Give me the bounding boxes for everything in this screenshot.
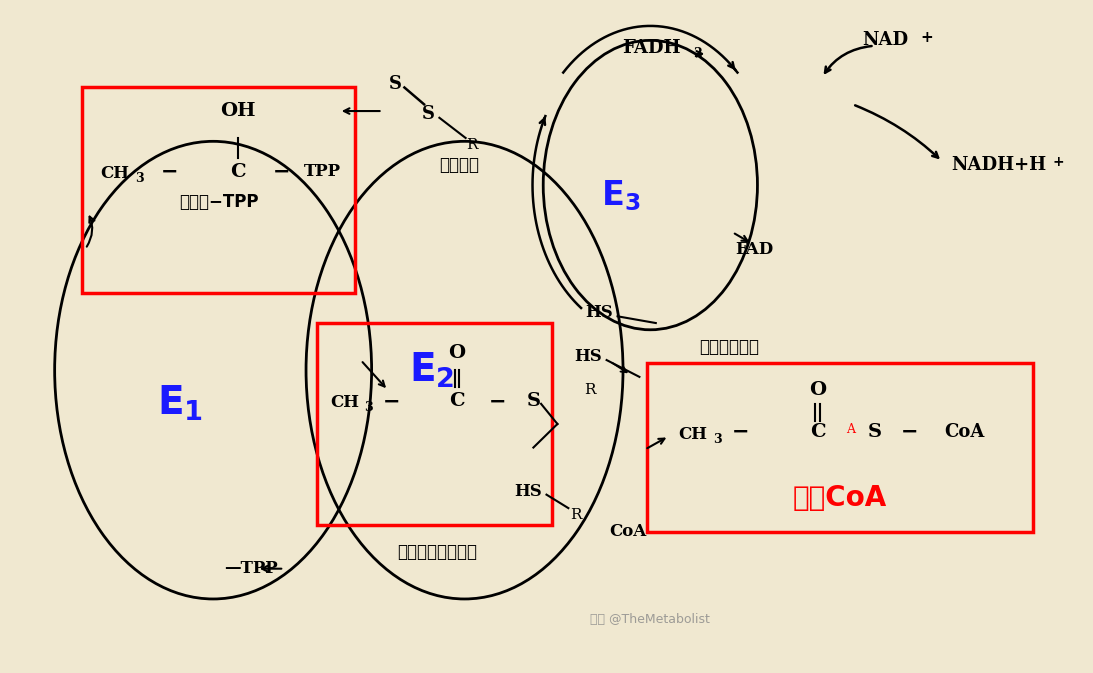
Text: NAD: NAD [862,32,908,49]
Text: R: R [467,138,478,151]
Text: +: + [1053,155,1063,168]
Text: −: − [383,391,400,411]
Text: −: − [489,391,506,411]
Text: FADH: FADH [622,40,681,57]
Text: O: O [809,382,826,399]
Text: 知乎 @TheMetabolist: 知乎 @TheMetabolist [590,612,710,626]
Text: −: − [732,422,750,442]
Text: R: R [571,508,581,522]
Text: R: R [585,384,596,397]
Text: 硫辛酰胺: 硫辛酰胺 [439,156,479,174]
Text: $\mathbf{E_3}$: $\mathbf{E_3}$ [601,178,640,213]
Text: 3: 3 [364,401,373,415]
Text: CoA: CoA [944,423,984,441]
Text: CoA: CoA [609,523,646,540]
Text: HS: HS [514,483,542,500]
Text: $\mathbf{E_1}$: $\mathbf{E_1}$ [157,384,203,423]
Text: 3: 3 [136,172,144,185]
Bar [82,87,355,293]
Text: NADH+H: NADH+H [951,156,1046,174]
Text: 羟乙基−TPP: 羟乙基−TPP [179,193,258,211]
Text: $\mathbf{E_2}$: $\mathbf{E_2}$ [409,351,455,390]
Text: FAD: FAD [736,240,773,258]
Text: —TPP: —TPP [224,560,279,577]
Text: CH: CH [330,394,359,411]
Text: S: S [868,423,881,441]
Bar [317,323,552,525]
Text: C: C [449,392,465,410]
Text: 2: 2 [693,47,702,61]
Text: 二氢硫辛酰胺: 二氢硫辛酰胺 [700,338,760,355]
Text: −: − [161,162,178,182]
Text: +: + [920,30,933,44]
Text: O: O [448,345,466,362]
Text: S: S [422,106,435,123]
Text: CH: CH [101,165,129,182]
Text: CH: CH [679,425,707,443]
Text: TPP: TPP [304,163,341,180]
Text: HS: HS [585,304,613,322]
Bar [647,363,1033,532]
Text: OH: OH [221,102,256,120]
Text: HS: HS [574,348,602,365]
Text: 3: 3 [713,433,721,446]
Text: S: S [527,392,540,410]
Text: C: C [810,423,825,441]
Text: S: S [389,75,402,93]
Text: C: C [231,163,246,180]
Text: 乙酰二氢硫辛酰胺: 乙酰二氢硫辛酰胺 [397,543,478,561]
Text: −: − [901,422,918,442]
Text: −: − [273,162,291,182]
Text: 乙酰CoA: 乙酰CoA [792,484,886,512]
Text: A: A [846,423,855,436]
